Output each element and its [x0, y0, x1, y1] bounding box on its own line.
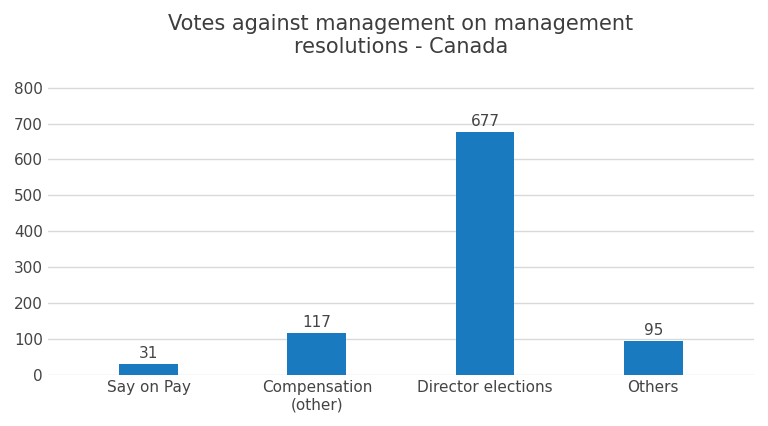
Text: 95: 95: [644, 323, 663, 338]
Bar: [287, 333, 346, 375]
Text: 117: 117: [303, 315, 331, 330]
Text: 31: 31: [139, 346, 158, 361]
Bar: [119, 364, 178, 375]
Text: 677: 677: [471, 114, 499, 129]
Bar: [624, 341, 683, 375]
Title: Votes against management on management
resolutions - Canada: Votes against management on management r…: [168, 14, 634, 57]
Bar: [455, 132, 515, 375]
